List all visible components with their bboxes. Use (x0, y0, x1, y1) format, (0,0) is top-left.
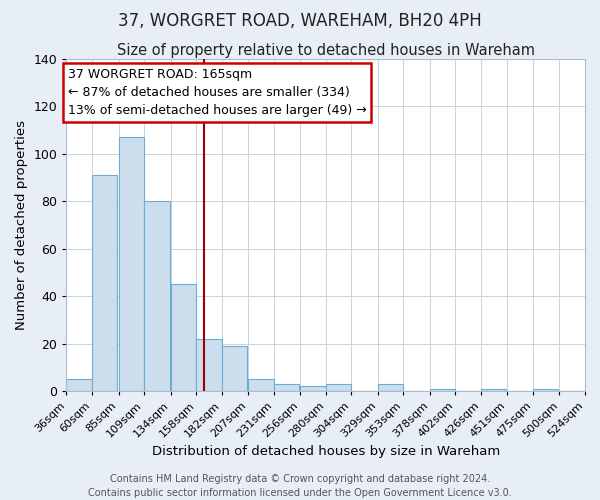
X-axis label: Distribution of detached houses by size in Wareham: Distribution of detached houses by size … (152, 444, 500, 458)
Bar (533, 388, 559, 391)
Bar (221, 346, 247, 391)
Bar (274, 384, 299, 391)
Bar (248, 379, 274, 391)
Bar (481, 388, 506, 391)
Bar (67, 379, 92, 391)
Bar (92, 175, 118, 391)
Bar (326, 384, 351, 391)
Bar (170, 284, 196, 391)
Bar (119, 137, 144, 391)
Y-axis label: Number of detached properties: Number of detached properties (15, 120, 28, 330)
Text: 37, WORGRET ROAD, WAREHAM, BH20 4PH: 37, WORGRET ROAD, WAREHAM, BH20 4PH (118, 12, 482, 30)
Bar (196, 339, 221, 391)
Text: 37 WORGRET ROAD: 165sqm
← 87% of detached houses are smaller (334)
13% of semi-d: 37 WORGRET ROAD: 165sqm ← 87% of detache… (68, 68, 366, 117)
Bar (144, 201, 170, 391)
Bar (300, 386, 326, 391)
Bar (430, 388, 455, 391)
Title: Size of property relative to detached houses in Wareham: Size of property relative to detached ho… (117, 42, 535, 58)
Bar (378, 384, 403, 391)
Text: Contains HM Land Registry data © Crown copyright and database right 2024.
Contai: Contains HM Land Registry data © Crown c… (88, 474, 512, 498)
